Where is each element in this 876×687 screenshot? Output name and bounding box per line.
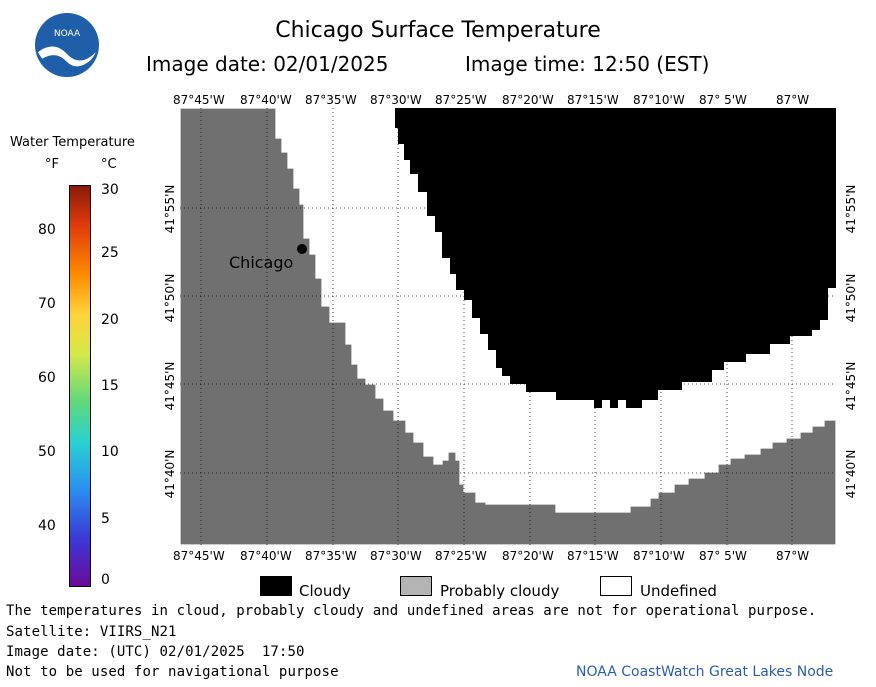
lon-label-top: 87°W <box>776 93 810 107</box>
lon-label-top: 87°20'W <box>502 93 554 107</box>
lon-label-top: 87°45'W <box>173 93 225 107</box>
lat-label-left: 41°40'N <box>163 449 177 499</box>
colorbar-c-tick: 30 <box>101 182 119 198</box>
lon-label-top: 87°30'W <box>370 93 422 107</box>
lat-label-right: 41°45'N <box>844 361 858 411</box>
legend-cloudy-swatch <box>260 576 292 596</box>
land-area <box>180 108 836 545</box>
colorbar-f-tick: 50 <box>38 444 56 460</box>
lon-label-top: 87°40'W <box>240 93 292 107</box>
map-panel[interactable]: Chicago <box>180 108 836 545</box>
cloud-area <box>395 108 836 408</box>
colorbar-f-tick: 70 <box>38 296 56 312</box>
noaa-logo: NOAA <box>34 12 100 78</box>
lon-label-bottom: 87°35'W <box>305 549 357 563</box>
utc-date-text: Image date: (UTC) 02/01/2025 17:50 <box>6 644 305 660</box>
colorbar <box>69 185 91 587</box>
colorbar-c-tick: 10 <box>101 444 119 460</box>
colorbar-f-tick: 80 <box>38 222 56 238</box>
lon-label-bottom: 87°25'W <box>435 549 487 563</box>
lat-label-left: 41°45'N <box>163 361 177 411</box>
page-title: Chicago Surface Temperature <box>275 18 601 43</box>
lon-label-bottom: 87°40'W <box>240 549 292 563</box>
lat-label-left: 41°55'N <box>163 184 177 234</box>
colorbar-c-tick: 25 <box>101 245 119 261</box>
lon-label-top: 87°35'W <box>305 93 357 107</box>
legend-probably-cloudy-label: Probably cloudy <box>440 582 560 600</box>
lat-label-right: 41°40'N <box>844 449 858 499</box>
legend-cloudy-label: Cloudy <box>299 582 351 600</box>
city-label: Chicago <box>229 253 294 272</box>
lon-label-bottom: 87°45'W <box>173 549 225 563</box>
satellite-text: Satellite: VIIRS_N21 <box>6 624 177 640</box>
colorbar-title: Water Temperature <box>10 135 135 150</box>
colorbar-c-tick: 0 <box>101 572 110 588</box>
lat-label-left: 41°50'N <box>163 273 177 323</box>
lon-label-bottom: 87°15'W <box>567 549 619 563</box>
city-marker-icon <box>297 244 307 254</box>
disclaimer-text: The temperatures in cloud, probably clou… <box>6 603 817 619</box>
lon-label-top: 87°10'W <box>633 93 685 107</box>
lon-label-bottom: 87°W <box>776 549 810 563</box>
logo-text: NOAA <box>54 29 81 39</box>
lat-label-right: 41°50'N <box>844 273 858 323</box>
legend-probably-cloudy-swatch <box>400 576 432 596</box>
legend-undefined-swatch <box>600 576 632 596</box>
colorbar-c-tick: 20 <box>101 312 119 328</box>
legend-undefined-label: Undefined <box>640 582 717 600</box>
lon-label-top: 87°15'W <box>567 93 619 107</box>
lon-label-top: 87° 5'W <box>699 93 747 107</box>
image-date: Image date: 02/01/2025 <box>146 52 389 76</box>
lon-label-bottom: 87°30'W <box>370 549 422 563</box>
colorbar-c-tick: 15 <box>101 378 119 394</box>
graticule <box>180 108 836 545</box>
image-time: Image time: 12:50 (EST) <box>465 52 710 76</box>
navigation-warning: Not to be used for navigational purpose <box>6 664 339 680</box>
colorbar-f-tick: 60 <box>38 370 56 386</box>
colorbar-f-tick: 40 <box>38 518 56 534</box>
lon-label-bottom: 87° 5'W <box>699 549 747 563</box>
lon-label-top: 87°25'W <box>435 93 487 107</box>
lon-label-bottom: 87°20'W <box>502 549 554 563</box>
lat-label-right: 41°55'N <box>844 184 858 234</box>
colorbar-unit-f: °F <box>45 157 59 172</box>
colorbar-c-tick: 5 <box>101 511 110 527</box>
lon-label-bottom: 87°10'W <box>633 549 685 563</box>
credit-link[interactable]: NOAA CoastWatch Great Lakes Node <box>576 664 834 680</box>
colorbar-unit-c: °C <box>101 157 117 172</box>
